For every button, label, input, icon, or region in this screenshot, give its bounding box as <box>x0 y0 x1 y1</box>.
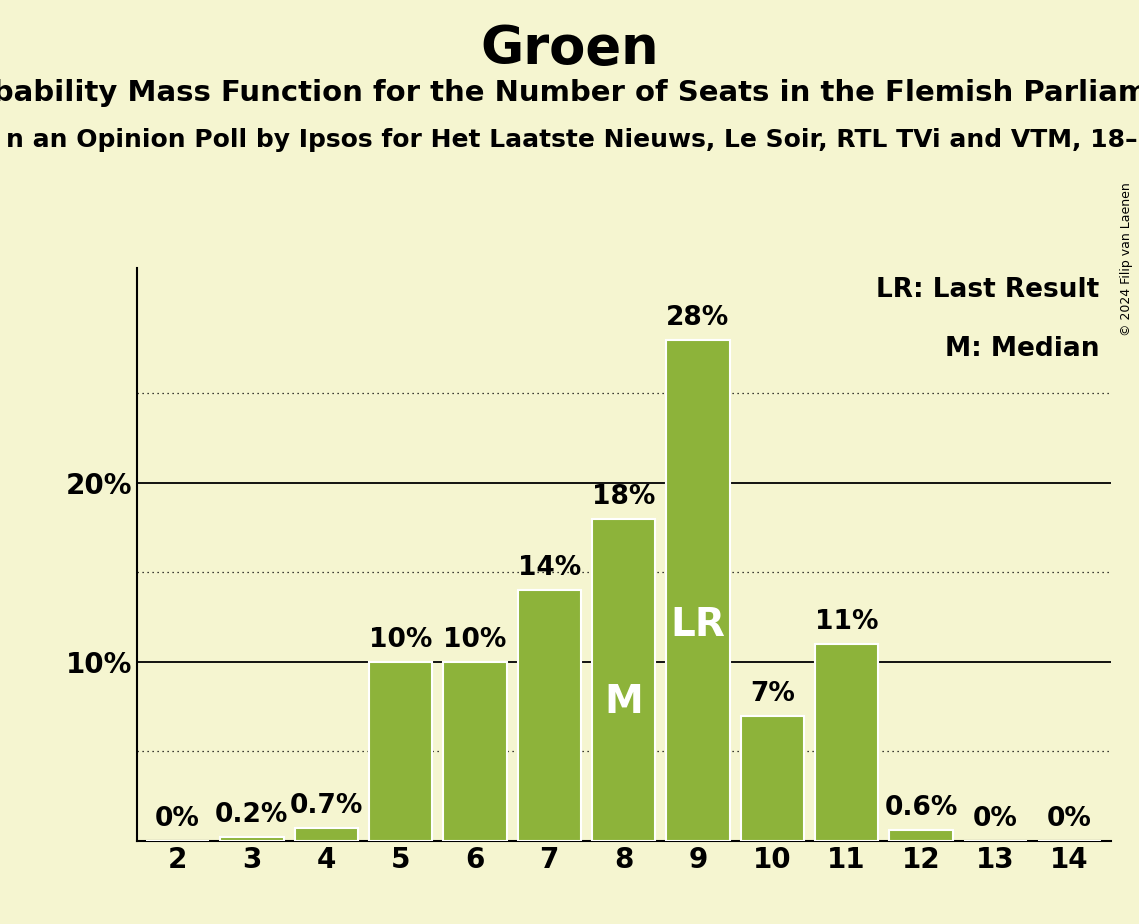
Text: LR: LR <box>671 606 726 644</box>
Text: 14%: 14% <box>517 555 581 581</box>
Text: n an Opinion Poll by Ipsos for Het Laatste Nieuws, Le Soir, RTL TVi and VTM, 18–: n an Opinion Poll by Ipsos for Het Laats… <box>6 128 1139 152</box>
Text: 10%: 10% <box>369 626 433 653</box>
Text: 18%: 18% <box>592 483 655 510</box>
Bar <box>517 590 581 841</box>
Text: 7%: 7% <box>749 681 795 707</box>
Bar <box>740 715 804 841</box>
Bar <box>890 830 952 841</box>
Text: 0%: 0% <box>155 806 200 832</box>
Bar <box>443 662 507 841</box>
Text: Groen: Groen <box>481 23 658 75</box>
Text: 0.6%: 0.6% <box>884 796 958 821</box>
Text: 10%: 10% <box>443 626 507 653</box>
Bar <box>369 662 432 841</box>
Bar <box>592 518 655 841</box>
Text: M: M <box>604 683 644 722</box>
Bar <box>220 837 284 841</box>
Text: 11%: 11% <box>814 609 878 635</box>
Text: 0.2%: 0.2% <box>215 802 288 828</box>
Bar <box>816 644 878 841</box>
Text: 28%: 28% <box>666 305 730 331</box>
Bar <box>295 828 358 841</box>
Text: 0.7%: 0.7% <box>289 794 363 820</box>
Text: Probability Mass Function for the Number of Seats in the Flemish Parliament: Probability Mass Function for the Number… <box>0 79 1139 106</box>
Bar <box>666 340 730 841</box>
Text: M: Median: M: Median <box>945 336 1099 362</box>
Text: © 2024 Filip van Laenen: © 2024 Filip van Laenen <box>1121 182 1133 335</box>
Text: 0%: 0% <box>973 806 1018 832</box>
Text: 0%: 0% <box>1047 806 1092 832</box>
Text: LR: Last Result: LR: Last Result <box>876 277 1099 303</box>
